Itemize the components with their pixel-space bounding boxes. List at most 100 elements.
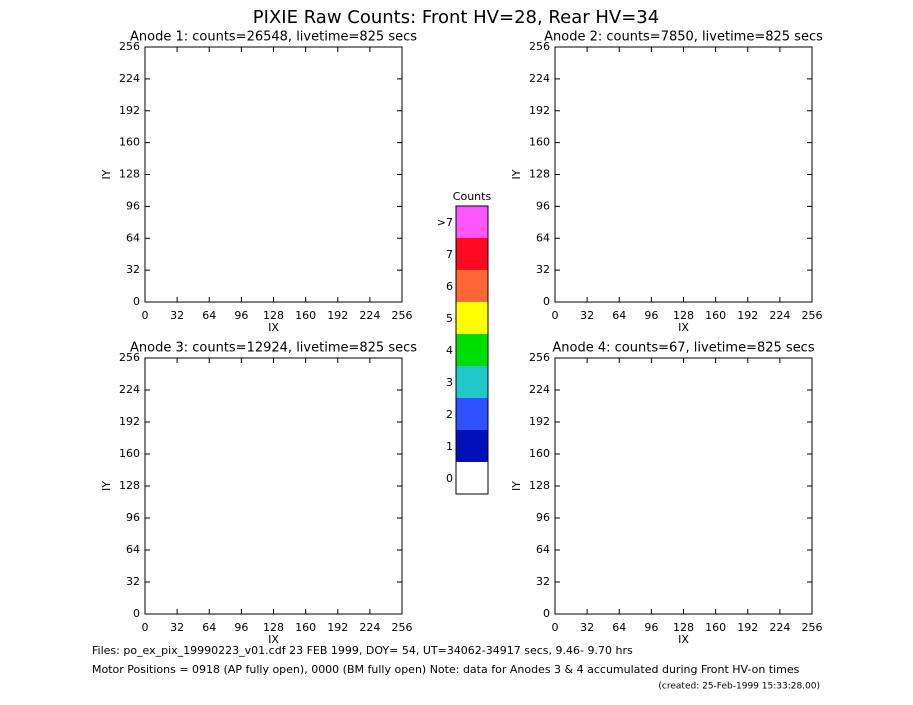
y-axis-label: IY bbox=[510, 481, 523, 491]
colorbar-swatch bbox=[456, 334, 488, 366]
x-tick-label: 64 bbox=[612, 309, 626, 322]
x-tick-label: 96 bbox=[644, 309, 658, 322]
x-tick-label: 96 bbox=[234, 309, 248, 322]
x-tick-label: 0 bbox=[552, 309, 559, 322]
colorbar-label: 2 bbox=[446, 408, 453, 421]
x-tick-label: 256 bbox=[392, 621, 413, 634]
x-tick-label: 32 bbox=[580, 309, 594, 322]
x-tick-label: 256 bbox=[802, 309, 823, 322]
y-tick-label: 224 bbox=[119, 72, 140, 85]
footer-line: Files: po_ex_pix_19990223_v01.cdf 23 FEB… bbox=[92, 644, 633, 657]
x-tick-label: 160 bbox=[705, 309, 726, 322]
x-tick-label: 128 bbox=[263, 309, 284, 322]
y-tick-label: 96 bbox=[536, 199, 550, 212]
x-tick-label: 64 bbox=[612, 621, 626, 634]
colorbar-frame bbox=[455, 205, 489, 495]
x-tick-label: 192 bbox=[737, 309, 758, 322]
y-tick-label: 64 bbox=[536, 231, 550, 244]
y-tick-label: 64 bbox=[126, 543, 140, 556]
colorbar-label: 6 bbox=[446, 280, 453, 293]
x-tick-label: 0 bbox=[142, 621, 149, 634]
y-tick-label: 256 bbox=[529, 40, 550, 53]
x-tick-label: 128 bbox=[673, 621, 694, 634]
x-tick-label: 160 bbox=[295, 309, 316, 322]
x-tick-label: 96 bbox=[234, 621, 248, 634]
y-tick-label: 128 bbox=[119, 168, 140, 181]
x-tick-label: 0 bbox=[552, 621, 559, 634]
colorbar-swatch bbox=[456, 430, 488, 462]
colorbar-label: 3 bbox=[446, 376, 453, 389]
x-tick-label: 96 bbox=[644, 621, 658, 634]
footer-line: Motor Positions = 0918 (AP fully open), … bbox=[92, 663, 800, 676]
x-tick-label: 32 bbox=[580, 621, 594, 634]
colorbar-swatch bbox=[456, 206, 488, 238]
y-tick-label: 192 bbox=[529, 415, 550, 428]
y-tick-label: 0 bbox=[133, 295, 140, 308]
y-tick-label: 32 bbox=[536, 263, 550, 276]
y-tick-label: 64 bbox=[126, 231, 140, 244]
y-tick-label: 0 bbox=[133, 607, 140, 620]
y-axis-label: IY bbox=[510, 169, 523, 179]
x-tick-label: 128 bbox=[263, 621, 284, 634]
x-axis-label: IX bbox=[678, 633, 689, 646]
footer-note: (created: 25-Feb-1999 15:33:28.00) bbox=[658, 682, 820, 692]
colorbar-swatch bbox=[456, 302, 488, 334]
x-tick-label: 192 bbox=[737, 621, 758, 634]
y-tick-label: 192 bbox=[119, 104, 140, 117]
x-tick-label: 128 bbox=[673, 309, 694, 322]
y-tick-label: 192 bbox=[119, 415, 140, 428]
colorbar-swatch bbox=[456, 398, 488, 430]
y-tick-label: 192 bbox=[529, 104, 550, 117]
y-axis-label: IY bbox=[100, 169, 113, 179]
x-tick-label: 64 bbox=[202, 309, 216, 322]
colorbar-swatch bbox=[456, 366, 488, 398]
colorbar-label: 4 bbox=[446, 344, 453, 357]
y-tick-label: 64 bbox=[536, 543, 550, 556]
x-tick-label: 256 bbox=[802, 621, 823, 634]
y-tick-label: 0 bbox=[543, 295, 550, 308]
x-axis-label: IX bbox=[678, 321, 689, 334]
colorbar-label: 5 bbox=[446, 312, 453, 325]
y-tick-label: 160 bbox=[119, 447, 140, 460]
y-tick-label: 32 bbox=[126, 263, 140, 276]
page-title: PIXIE Raw Counts: Front HV=28, Rear HV=3… bbox=[253, 7, 659, 28]
y-tick-label: 0 bbox=[543, 607, 550, 620]
y-tick-label: 32 bbox=[536, 575, 550, 588]
x-tick-label: 160 bbox=[295, 621, 316, 634]
y-tick-label: 256 bbox=[529, 351, 550, 364]
panel-title: Anode 1: counts=26548, livetime=825 secs bbox=[130, 30, 417, 45]
x-tick-label: 32 bbox=[170, 309, 184, 322]
y-tick-label: 256 bbox=[119, 40, 140, 53]
panel-title: Anode 2: counts=7850, livetime=825 secs bbox=[544, 30, 823, 45]
colorbar-swatch bbox=[456, 238, 488, 270]
colorbar-swatch bbox=[456, 462, 488, 494]
y-tick-label: 128 bbox=[119, 479, 140, 492]
y-tick-label: 224 bbox=[529, 72, 550, 85]
x-axis-label: IX bbox=[268, 633, 279, 646]
y-tick-label: 128 bbox=[529, 168, 550, 181]
colorbar-label: 0 bbox=[446, 472, 453, 485]
y-axis-label: IY bbox=[100, 481, 113, 491]
colorbar-label: 1 bbox=[446, 440, 453, 453]
x-tick-label: 32 bbox=[170, 621, 184, 634]
x-tick-label: 160 bbox=[705, 621, 726, 634]
y-tick-label: 224 bbox=[119, 383, 140, 396]
y-tick-label: 160 bbox=[529, 447, 550, 460]
y-tick-label: 224 bbox=[529, 383, 550, 396]
y-tick-label: 160 bbox=[529, 136, 550, 149]
x-tick-label: 224 bbox=[769, 621, 790, 634]
panel-title: Anode 3: counts=12924, livetime=825 secs bbox=[130, 341, 417, 356]
y-tick-label: 256 bbox=[119, 351, 140, 364]
x-tick-label: 0 bbox=[142, 309, 149, 322]
colorbar-swatch bbox=[456, 270, 488, 302]
x-tick-label: 256 bbox=[392, 309, 413, 322]
y-tick-label: 128 bbox=[529, 479, 550, 492]
x-tick-label: 64 bbox=[202, 621, 216, 634]
x-tick-label: 224 bbox=[769, 309, 790, 322]
colorbar-label: >7 bbox=[437, 216, 453, 229]
x-tick-label: 224 bbox=[359, 309, 380, 322]
colorbar-title: Counts bbox=[453, 190, 492, 203]
y-tick-label: 32 bbox=[126, 575, 140, 588]
y-tick-label: 160 bbox=[119, 136, 140, 149]
